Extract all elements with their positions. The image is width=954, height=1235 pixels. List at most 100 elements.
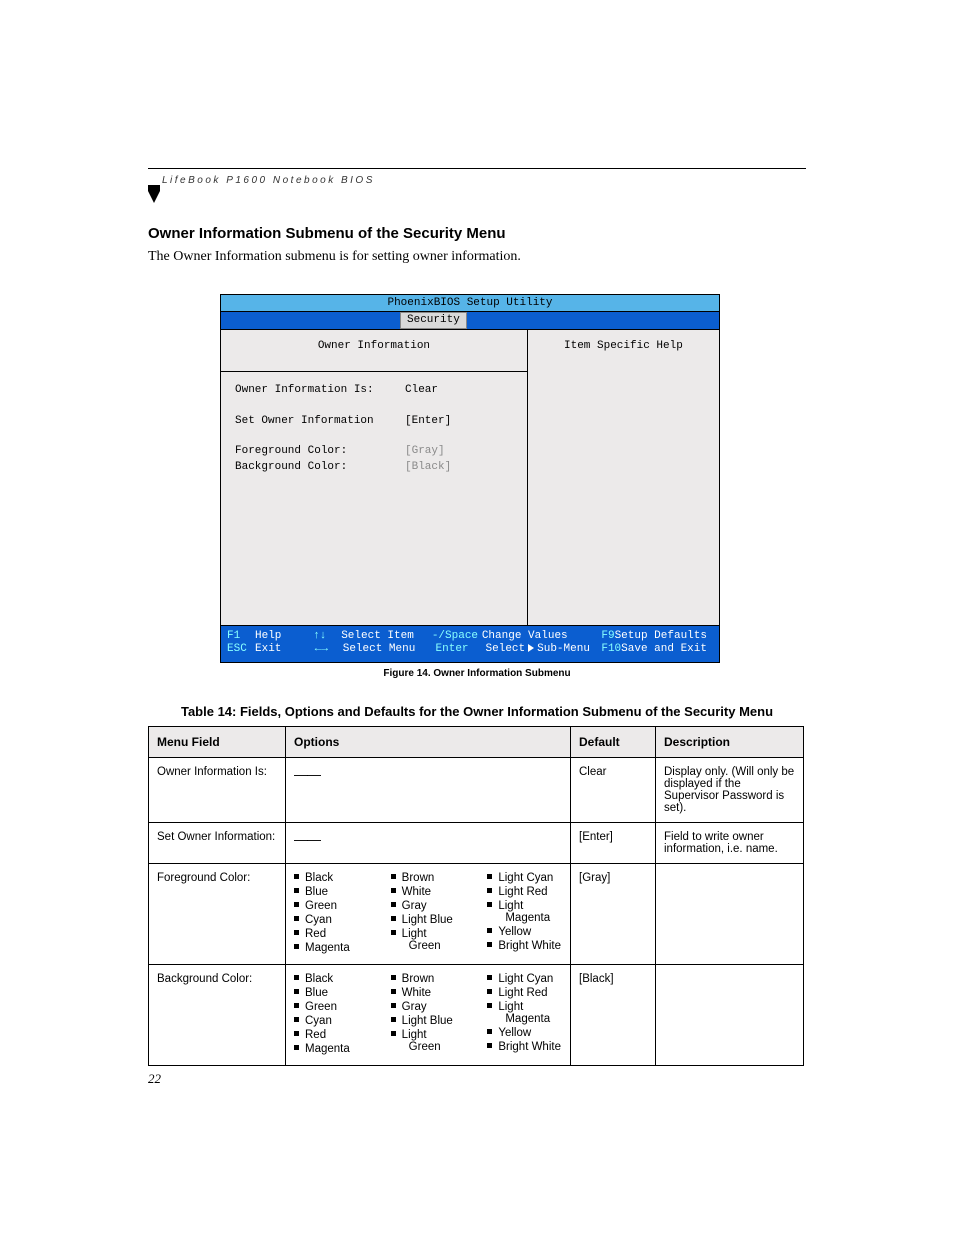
color-option: Red bbox=[294, 928, 369, 940]
options-table: Menu Field Options Default Description O… bbox=[148, 726, 804, 1066]
cell-options: BlackBlueGreenCyanRedMagentaBrownWhiteGr… bbox=[286, 965, 571, 1066]
cell-menu: Foreground Color: bbox=[149, 864, 286, 965]
table-header-row: Menu Field Options Default Description bbox=[149, 727, 804, 758]
bios-row-value: [Enter] bbox=[405, 415, 451, 428]
color-option: Light Cyan bbox=[487, 973, 562, 985]
color-option: Magenta bbox=[294, 942, 369, 954]
intro-text: The Owner Information submenu is for set… bbox=[148, 249, 521, 265]
cell-default: [Enter] bbox=[571, 823, 656, 864]
cell-default: [Black] bbox=[571, 965, 656, 1066]
bios-row-label: Foreground Color: bbox=[235, 445, 405, 458]
bios-row: Foreground Color: [Gray] bbox=[235, 445, 513, 458]
bios-body: Owner Information Owner Information Is: … bbox=[220, 329, 720, 626]
bios-key-label: Change Values bbox=[482, 630, 568, 643]
table-row: Set Owner Information: —— [Enter] Field … bbox=[149, 823, 804, 864]
bios-right-panel: Item Specific Help bbox=[528, 330, 719, 625]
color-option: Bright White bbox=[487, 940, 562, 952]
color-option: Cyan bbox=[294, 914, 369, 926]
th-menu: Menu Field bbox=[149, 727, 286, 758]
color-option: Light Red bbox=[487, 886, 562, 898]
table-row: Background Color: BlackBlueGreenCyanRedM… bbox=[149, 965, 804, 1066]
cell-options: —— bbox=[286, 758, 571, 823]
color-option: Brown bbox=[391, 872, 466, 884]
bios-row-value: [Black] bbox=[405, 461, 451, 474]
cell-options: —— bbox=[286, 823, 571, 864]
table-row: Foreground Color: Black Blue Green Cyan Red M… bbox=[149, 864, 804, 965]
color-option: Light bbox=[391, 1029, 466, 1041]
bios-title: PhoenixBIOS Setup Utility bbox=[220, 294, 720, 311]
page: LifeBook P1600 Notebook BIOS Owner Infor… bbox=[0, 0, 954, 1235]
cell-menu: Owner Information Is: bbox=[149, 758, 286, 823]
bios-key: ↑↓ bbox=[313, 630, 341, 643]
bios-key-label: Exit bbox=[255, 643, 281, 656]
color-option-continued: Green bbox=[409, 1041, 466, 1053]
bios-row-label: Owner Information Is: bbox=[235, 384, 405, 397]
bios-tab-bar: Security bbox=[220, 311, 720, 329]
corner-marker-icon bbox=[148, 185, 162, 205]
bios-key-label: Select Menu bbox=[343, 643, 416, 656]
bios-footer: F1Help ↑↓Select Item -/SpaceChange Value… bbox=[220, 626, 720, 662]
th-options: Options bbox=[286, 727, 571, 758]
color-option: Bright White bbox=[487, 1041, 562, 1053]
color-option: Gray bbox=[391, 900, 466, 912]
color-option: Green bbox=[294, 900, 369, 912]
color-option: Black bbox=[294, 973, 369, 985]
cell-desc bbox=[656, 864, 804, 965]
bios-row: Background Color: [Black] bbox=[235, 461, 513, 474]
color-option-continued: Green bbox=[409, 940, 466, 952]
color-options: Black Blue Green Cyan Red Magenta Brown White Gr… bbox=[294, 872, 562, 956]
bios-key-label: Help bbox=[255, 630, 281, 643]
bios-key: F9 bbox=[591, 630, 615, 643]
bios-key-label: Save and Exit bbox=[621, 643, 707, 656]
color-option-continued: Magenta bbox=[505, 1013, 562, 1025]
color-option: Blue bbox=[294, 987, 369, 999]
bios-left-content: Owner Information Is: Clear Set Owner In… bbox=[221, 372, 527, 489]
section-heading: Owner Information Submenu of the Securit… bbox=[148, 225, 506, 242]
color-option-continued: Magenta bbox=[505, 912, 562, 924]
header-rule bbox=[148, 168, 806, 169]
color-option: White bbox=[391, 886, 466, 898]
cell-desc bbox=[656, 965, 804, 1066]
cell-default: [Gray] bbox=[571, 864, 656, 965]
cell-menu: Background Color: bbox=[149, 965, 286, 1066]
bios-row: Owner Information Is: Clear bbox=[235, 384, 513, 397]
cell-desc: Display only. (Will only be displayed if… bbox=[656, 758, 804, 823]
bios-key-label: SelectSub-Menu bbox=[486, 643, 590, 656]
bios-row: Set Owner Information [Enter] bbox=[235, 415, 513, 428]
color-option: Light Cyan bbox=[487, 872, 562, 884]
bios-footer-row: ESCExit ←→Select Menu EnterSelectSub-Men… bbox=[227, 643, 713, 656]
color-option: Magenta bbox=[294, 1043, 369, 1055]
color-option: Light Red bbox=[487, 987, 562, 999]
arrow-right-icon bbox=[528, 644, 534, 652]
color-option: Light Blue bbox=[391, 914, 466, 926]
color-option: Brown bbox=[391, 973, 466, 985]
em-dash: —— bbox=[294, 831, 320, 847]
bios-key: Enter bbox=[436, 643, 486, 656]
color-option: Cyan bbox=[294, 1015, 369, 1027]
color-option: Gray bbox=[391, 1001, 466, 1013]
color-option: Yellow bbox=[487, 926, 562, 938]
bios-key: F1 bbox=[227, 630, 255, 643]
color-option: White bbox=[391, 987, 466, 999]
bios-row-value: [Gray] bbox=[405, 445, 445, 458]
bios-screenshot: PhoenixBIOS Setup Utility Security Owner… bbox=[220, 294, 720, 663]
color-option: Blue bbox=[294, 886, 369, 898]
color-option: Yellow bbox=[487, 1027, 562, 1039]
table-row: Owner Information Is: —— Clear Display o… bbox=[149, 758, 804, 823]
em-dash: —— bbox=[294, 766, 320, 782]
th-default: Default bbox=[571, 727, 656, 758]
bios-tab-security: Security bbox=[400, 312, 467, 329]
cell-options: Black Blue Green Cyan Red Magenta Brown White Gr… bbox=[286, 864, 571, 965]
color-option: Light bbox=[487, 900, 562, 912]
bios-key-label: Setup Defaults bbox=[615, 630, 707, 643]
bios-row-label: Set Owner Information bbox=[235, 415, 405, 428]
bios-key: F10 bbox=[597, 643, 621, 656]
th-description: Description bbox=[656, 727, 804, 758]
color-option: Light bbox=[487, 1001, 562, 1013]
color-option: Black bbox=[294, 872, 369, 884]
cell-desc: Field to write owner information, i.e. n… bbox=[656, 823, 804, 864]
bios-footer-row: F1Help ↑↓Select Item -/SpaceChange Value… bbox=[227, 630, 713, 643]
color-options: BlackBlueGreenCyanRedMagentaBrownWhiteGr… bbox=[294, 973, 562, 1057]
color-option: Green bbox=[294, 1001, 369, 1013]
bios-key: ESC bbox=[227, 643, 255, 656]
